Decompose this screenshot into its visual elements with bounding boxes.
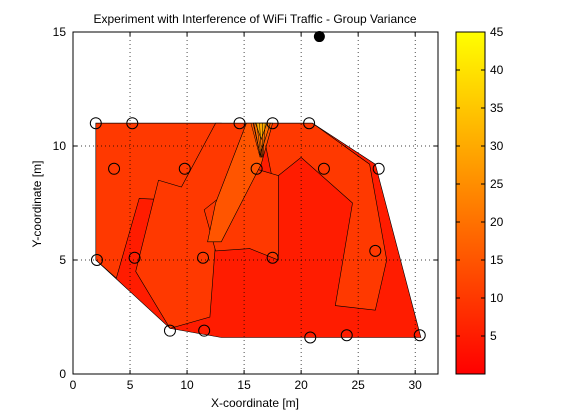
contour-region-8: [255, 122, 268, 141]
plot-area: 0 5 10 15 20 25 30 0 5 10 15: [53, 25, 439, 392]
colorbar-gradient: [455, 31, 486, 375]
measurement-point-11: [90, 254, 103, 266]
colorbar-tick-label: 5: [490, 329, 497, 343]
colorbar-tick-label: 20: [490, 215, 504, 229]
measurement-point-12: [128, 251, 141, 264]
measurement-point-2: [126, 117, 139, 130]
colorbar-tick-label: 15: [490, 253, 504, 267]
x-tick-label: 15: [237, 378, 251, 392]
grid-lines: [73, 32, 438, 374]
contour-line-peak-6: [262, 123, 266, 158]
contour-regions: [95, 122, 422, 338]
y-tick-label: 10: [53, 139, 67, 153]
colorbar-tick-label: 40: [490, 63, 504, 77]
colorbar-tick-label: 30: [490, 139, 504, 153]
y-tick-label: 15: [53, 25, 67, 39]
colorbar: 5 10 15 20 25 30 35 40 45: [455, 25, 504, 375]
measurement-point-5: [303, 117, 316, 130]
measurement-point-3: [233, 117, 246, 130]
measurement-point-13: [197, 251, 210, 264]
colorbar-ticks: 5 10 15 20 25 30 35 40 45: [456, 25, 504, 343]
contour-region-6: [207, 122, 273, 243]
contour-line-peak-4: [259, 123, 263, 158]
x-tick-label: 0: [70, 378, 77, 392]
contour-region-4: [260, 122, 388, 311]
measurement-point-19: [340, 329, 353, 342]
x-axis-ticks: 0 5 10 15 20 25 30: [70, 32, 423, 392]
access-point-marker: [313, 31, 325, 43]
chart-title: Experiment with Interference of WiFi Tra…: [93, 12, 416, 26]
measurement-point-17: [198, 324, 211, 337]
x-axis-label: X-coordinate [m]: [211, 396, 299, 410]
measurement-point-16: [163, 324, 176, 337]
y-axis-ticks: 0 5 10 15: [53, 25, 438, 381]
y-axis-label: Y-coordinate [m]: [30, 161, 44, 248]
contour-line-peak-2: [253, 123, 261, 158]
measurement-point-10: [372, 162, 385, 175]
colorbar-tick-label: 25: [490, 177, 504, 191]
x-tick-label: 20: [294, 378, 308, 392]
contour-line-peak-1: [250, 123, 261, 158]
measurement-point-15: [369, 244, 382, 257]
y-tick-label: 5: [59, 253, 66, 267]
plot-frame: [72, 31, 439, 375]
measurement-point-1: [89, 117, 102, 130]
colorbar-tick-label: 10: [490, 291, 504, 305]
y-tick-label: 0: [59, 367, 66, 381]
measurement-point-4: [266, 117, 279, 130]
x-tick-label: 10: [180, 378, 194, 392]
measurement-points: [89, 31, 426, 344]
colorbar-tick-label: 35: [490, 101, 504, 115]
measurement-point-9: [317, 162, 330, 175]
contour-line-peak-3: [256, 123, 262, 158]
colorbar-tick-label: 45: [490, 25, 504, 39]
measurement-point-7: [178, 162, 191, 175]
measurement-point-20: [413, 329, 426, 342]
x-tick-label: 25: [351, 378, 365, 392]
measurement-point-6: [108, 162, 121, 175]
measurement-point-18: [304, 331, 317, 344]
measurement-point-8: [250, 162, 263, 175]
x-tick-label: 30: [409, 378, 423, 392]
measurement-point-14: [266, 251, 279, 264]
x-tick-label: 5: [127, 378, 134, 392]
